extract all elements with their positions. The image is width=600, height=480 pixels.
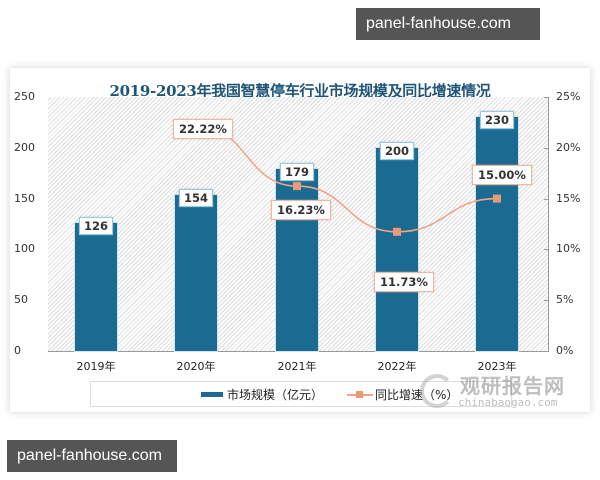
- bar-value-label: 179: [280, 163, 315, 182]
- left-axis-tick: 100: [14, 242, 35, 256]
- x-axis-label: 2020年: [176, 360, 216, 373]
- left-axis-tick: 200: [14, 140, 35, 154]
- right-axis-tick-mark: [544, 97, 549, 98]
- legend-label-market-size: 市场规模（亿元）: [227, 388, 324, 402]
- line-marker-swatch-icon: [347, 390, 373, 400]
- x-axis-label: 2019年: [76, 360, 116, 373]
- bar-value-label: 200: [380, 141, 415, 160]
- right-axis-tick-mark: [544, 300, 549, 302]
- bar-swatch-icon: [201, 392, 223, 397]
- bar-value-label: 126: [79, 216, 114, 235]
- x-axis-line: [48, 351, 548, 352]
- left-axis-tick: 250: [14, 90, 35, 103]
- right-axis-tick-mark: [544, 198, 549, 200]
- x-axis-label: 2021年: [277, 360, 317, 373]
- bar: [476, 117, 518, 351]
- left-axis-tick: 50: [14, 293, 28, 307]
- brand-logo-icon: [420, 374, 454, 408]
- right-axis-tick-mark: [544, 147, 549, 149]
- watermark-bottom: panel-fanhouse.com: [7, 440, 177, 472]
- chart-title: 2019-2023年我国智慧停车行业市场规模及同比增速情况: [109, 82, 491, 100]
- bar: [276, 169, 318, 351]
- bar: [175, 194, 217, 351]
- left-axis-tick: 150: [14, 191, 35, 205]
- left-axis-tick: 0: [14, 344, 21, 357]
- right-axis-tick: 0%: [556, 344, 574, 357]
- legend-item-market-size: 市场规模（亿元）: [201, 386, 323, 403]
- right-axis-tick-mark: [544, 249, 549, 251]
- right-axis-line: [548, 97, 549, 351]
- x-axis-label: 2023年: [477, 360, 517, 373]
- right-axis-tick: 10%: [556, 242, 581, 256]
- source-brand: 观研报告网: [460, 374, 565, 398]
- bar: [376, 147, 418, 351]
- watermark-top: panel-fanhouse.com: [356, 8, 540, 40]
- right-axis-tick: 5%: [556, 293, 574, 307]
- source-watermark: 观研报告网 chinabaogao.com: [420, 370, 590, 414]
- growth-value-label: 16.23%: [271, 200, 331, 221]
- right-axis-tick: 25%: [556, 90, 581, 103]
- bar: [75, 222, 117, 351]
- bar-value-label: 154: [179, 188, 214, 207]
- x-axis-label: 2022年: [377, 360, 417, 373]
- source-url: chinabaogao.com: [458, 396, 558, 409]
- right-axis-tick: 20%: [556, 140, 581, 154]
- right-axis-tick-mark: [544, 351, 549, 352]
- growth-value-label: 22.22%: [173, 119, 233, 140]
- bar-value-label: 230: [480, 111, 515, 130]
- growth-value-label: 15.00%: [472, 164, 532, 185]
- growth-value-label: 11.73%: [374, 271, 434, 292]
- right-axis-tick: 15%: [556, 191, 581, 205]
